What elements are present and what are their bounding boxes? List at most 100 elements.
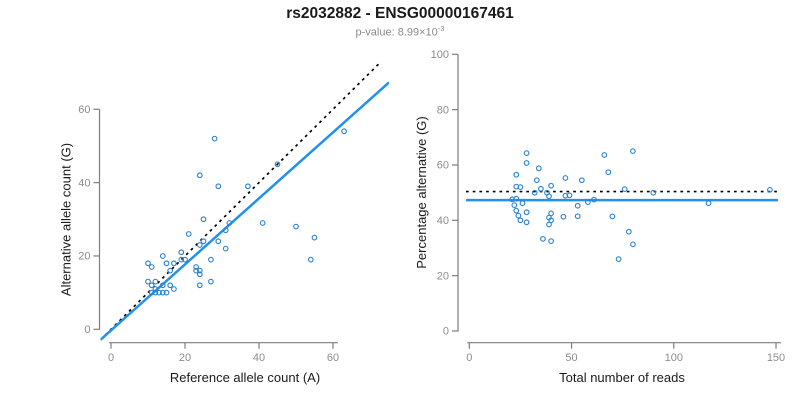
- x-tick-label-right: 50: [565, 352, 577, 364]
- y-tick-label-right: 20: [437, 270, 449, 282]
- p-value-text: p-value: 8.99×10: [355, 26, 438, 39]
- scatter-point: [562, 192, 569, 199]
- scatter-point: [226, 220, 233, 226]
- scatter-point: [591, 196, 597, 203]
- scatter-point: [540, 236, 546, 242]
- x-tick-label-left: 40: [253, 352, 265, 364]
- scatter-point: [196, 282, 203, 289]
- scatter-point: [630, 148, 636, 154]
- scatter-point: [523, 219, 530, 226]
- scatter-point: [185, 231, 192, 237]
- scatter-point: [148, 289, 155, 296]
- y-tick-label-left: 0: [84, 324, 90, 336]
- scatter-point: [625, 228, 632, 235]
- scatter-point: [193, 264, 199, 270]
- scatter-point: [533, 177, 540, 184]
- scatter-point: [523, 160, 530, 166]
- scatter-point: [259, 220, 266, 226]
- scatter-point: [546, 214, 552, 221]
- x-tick-label-right: 100: [665, 352, 683, 364]
- scatter-point: [163, 289, 170, 296]
- y-tick-label-left: 40: [78, 177, 90, 189]
- scatter-point: [513, 171, 520, 178]
- scatter-point: [513, 195, 520, 202]
- scatter-point: [208, 256, 214, 263]
- scatter-point: [167, 267, 174, 274]
- scatter-point: [159, 253, 166, 259]
- scatter-point: [621, 186, 628, 192]
- scatter-point: [585, 199, 591, 205]
- scatter-point: [148, 282, 155, 289]
- scatter-point: [200, 216, 207, 223]
- scatter-point: [578, 177, 585, 184]
- scatter-point: [196, 172, 203, 179]
- scatter-point: [215, 183, 222, 190]
- scatter-point: [341, 128, 347, 135]
- scatter-point: [650, 189, 657, 196]
- scatter-point: [630, 241, 636, 248]
- y-tick-label-left: 60: [78, 104, 90, 116]
- scatter-point: [311, 234, 318, 241]
- y-tick-label-right: 40: [437, 215, 449, 227]
- scatter-point: [163, 260, 170, 267]
- y-tick-label-right: 100: [431, 49, 449, 61]
- regression-line: [100, 81, 389, 341]
- scatter-point: [511, 202, 518, 208]
- p-value-exponent: -3: [437, 24, 445, 33]
- scatter-point: [615, 256, 622, 262]
- scatter-point: [535, 165, 542, 172]
- y-tick-label-right: 80: [437, 104, 449, 116]
- plot-subtitle: p-value: 8.99×10-3: [0, 24, 800, 39]
- scatter-point: [178, 249, 185, 256]
- scatter-point: [605, 169, 612, 176]
- scatter-point: [548, 238, 554, 244]
- y-tick-label-right: 60: [437, 160, 449, 172]
- scatter-point: [159, 289, 166, 296]
- identity-line: [100, 62, 382, 341]
- scatter-point: [705, 200, 712, 207]
- scatter-point: [515, 212, 522, 219]
- scatter-point: [215, 238, 222, 245]
- x-tick-label-right: 0: [466, 352, 472, 364]
- scatter-point: [200, 238, 207, 245]
- y-tick-label-right: 0: [443, 326, 449, 338]
- scatter-point: [145, 260, 151, 267]
- scatter-point: [513, 207, 520, 214]
- y-axis-label-left: Alternative allele count (G): [59, 143, 74, 296]
- scatter-point: [560, 213, 567, 220]
- scatter-point: [307, 256, 314, 263]
- scatter-point: [245, 183, 251, 190]
- x-axis-label-right: Total number of reads: [559, 370, 685, 385]
- scatter-point: [152, 286, 159, 292]
- scatter-point: [167, 282, 174, 289]
- scatter-point: [517, 217, 524, 224]
- scatter-point: [182, 256, 188, 263]
- scatter-point: [548, 182, 554, 189]
- scatter-point: [601, 152, 608, 158]
- scatter-point: [531, 189, 538, 196]
- x-tick-label-left: 20: [179, 352, 191, 364]
- scatter-point: [293, 223, 299, 230]
- scatter-point: [609, 213, 616, 220]
- scatter-point: [538, 185, 544, 192]
- scatter-point: [523, 150, 530, 156]
- scatter-point: [519, 200, 526, 207]
- plot-title: rs2032882 - ENSG00000167461: [286, 5, 514, 22]
- scatter-point: [193, 267, 199, 274]
- x-tick-label-left: 0: [108, 352, 114, 364]
- scatter-point: [546, 221, 552, 228]
- scatter-point: [222, 227, 229, 234]
- scatter-point: [211, 135, 218, 142]
- scatter-point: [152, 278, 159, 285]
- scatter-point: [523, 209, 530, 216]
- scatter-point: [171, 260, 177, 267]
- scatter-point: [196, 271, 203, 278]
- y-tick-label-left: 20: [78, 251, 90, 263]
- scatter-point: [159, 282, 166, 289]
- scatter-point: [562, 175, 569, 181]
- x-tick-label-left: 60: [327, 352, 339, 364]
- scatter-point: [171, 286, 177, 292]
- scatter-point: [222, 245, 229, 252]
